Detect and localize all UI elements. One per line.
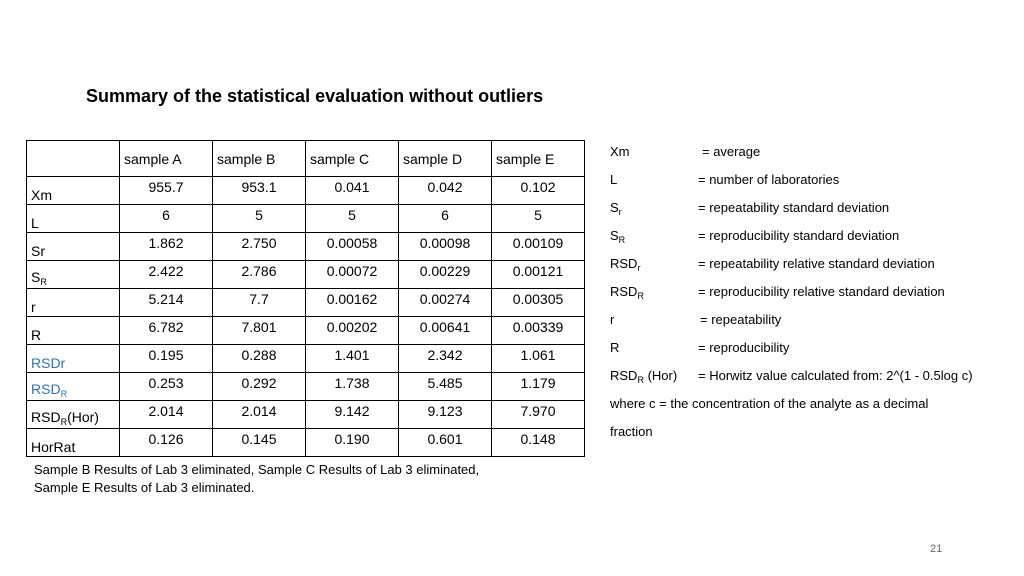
table-row: Xm 955.7 953.1 0.041 0.042 0.102	[26, 176, 585, 205]
legend-term: RSDr	[610, 256, 641, 273]
table-row: Sr 1.862 2.750 0.00058 0.00098 0.00109	[26, 232, 585, 261]
column-header: sample A	[119, 140, 213, 177]
table-cell: 0.148	[491, 428, 585, 457]
table-cell: 5	[305, 204, 399, 233]
table-cell: 0.00098	[398, 232, 492, 261]
legend-definition: = repeatability	[700, 312, 782, 327]
row-label: L	[26, 204, 120, 233]
column-header: sample D	[398, 140, 492, 177]
legend-term: SR	[610, 228, 626, 245]
table-cell: 5.485	[398, 372, 492, 401]
table-cell: 0.00162	[305, 288, 399, 317]
legend-definition: = reproducibility relative standard devi…	[698, 284, 945, 299]
legend-definition: = reproducibility standard deviation	[698, 228, 900, 243]
legend-definition: = average	[702, 144, 761, 159]
table-cell: 0.00121	[491, 260, 585, 289]
table-cell: 2.786	[212, 260, 306, 289]
table-cell: 0.145	[212, 428, 306, 457]
legend-term: r	[610, 312, 615, 327]
table-cell: 5	[491, 204, 585, 233]
table-row: RSDR 0.253 0.292 1.738 5.485 1.179	[26, 372, 585, 401]
table-cell: 0.00339	[491, 316, 585, 345]
table-cell: 9.123	[398, 400, 492, 429]
row-label: HorRat	[26, 428, 120, 457]
table-cell: 7.970	[491, 400, 585, 429]
table-cell: 0.00202	[305, 316, 399, 345]
legend-term: L	[610, 172, 618, 187]
table-cell: 0.00229	[398, 260, 492, 289]
column-header: sample E	[491, 140, 585, 177]
row-label: RSDR(Hor)	[26, 400, 120, 429]
legend-definition: = repeatability relative standard deviat…	[698, 256, 935, 271]
table-cell: 2.014	[119, 400, 213, 429]
table-cell: 6	[119, 204, 213, 233]
footnote: Sample B Results of Lab 3 eliminated, Sa…	[34, 462, 480, 495]
table-cell: 953.1	[212, 176, 306, 205]
table-cell: 1.179	[491, 372, 585, 401]
table-cell: 0.00109	[491, 232, 585, 261]
table-cell: 1.862	[119, 232, 213, 261]
table-cell: 1.401	[305, 344, 399, 373]
row-label: R	[26, 316, 120, 345]
table-header-row: sample A sample B sample C sample D samp…	[26, 140, 585, 177]
page-number: 21	[930, 543, 943, 555]
table-cell: 0.00274	[398, 288, 492, 317]
table-cell: 1.061	[491, 344, 585, 373]
column-header: sample C	[305, 140, 399, 177]
table-row: R 6.782 7.801 0.00202 0.00641 0.00339	[26, 316, 585, 345]
table-cell: 0.288	[212, 344, 306, 373]
table-cell: 6	[398, 204, 492, 233]
legend-definition: = number of laboratories	[698, 172, 840, 187]
table-cell: 5.214	[119, 288, 213, 317]
statistics-table: sample A sample B sample C sample D samp…	[26, 140, 585, 457]
table-cell: 7.801	[212, 316, 306, 345]
legend-term: RSDR	[610, 284, 644, 301]
legend-definition: = reproducibility	[698, 340, 790, 355]
row-label: Xm	[26, 176, 120, 205]
table-cell: 2.014	[212, 400, 306, 429]
row-label: RSDr	[26, 344, 120, 373]
table-cell: 0.00305	[491, 288, 585, 317]
row-label: SR	[26, 260, 120, 289]
table-cell: 0.195	[119, 344, 213, 373]
table-cell: 1.738	[305, 372, 399, 401]
slide-title: Summary of the statistical evaluation wi…	[86, 86, 544, 106]
table-cell: 0.601	[398, 428, 492, 457]
row-label: r	[26, 288, 120, 317]
legend-definition: = Horwitz value calculated from: 2^(1 - …	[698, 368, 973, 383]
legend-definition: = repeatability standard deviation	[698, 200, 890, 215]
table-cell: 0.253	[119, 372, 213, 401]
table-cell: 7.7	[212, 288, 306, 317]
table-cell: 955.7	[119, 176, 213, 205]
table-cell: 0.292	[212, 372, 306, 401]
table-cell: 0.042	[398, 176, 492, 205]
row-label: RSDR	[26, 372, 120, 401]
table-cell: 0.041	[305, 176, 399, 205]
table-cell: 0.102	[491, 176, 585, 205]
column-header: sample B	[212, 140, 306, 177]
table-cell: 9.142	[305, 400, 399, 429]
table-cell: 6.782	[119, 316, 213, 345]
table-row: r 5.214 7.7 0.00162 0.00274 0.00305	[26, 288, 585, 317]
legend-term: RSDR (Hor)	[610, 368, 678, 385]
table-cell: 2.342	[398, 344, 492, 373]
table-row: SR 2.422 2.786 0.00072 0.00229 0.00121	[26, 260, 585, 289]
table-row: HorRat 0.126 0.145 0.190 0.601 0.148	[26, 428, 585, 457]
table-cell: 0.190	[305, 428, 399, 457]
legend-term: R	[610, 340, 620, 355]
table-cell: 2.750	[212, 232, 306, 261]
table-cell: 0.00058	[305, 232, 399, 261]
table-corner-cell	[26, 140, 120, 177]
table-row: RSDr 0.195 0.288 1.401 2.342 1.061	[26, 344, 585, 373]
row-label: Sr	[26, 232, 120, 261]
table-row: RSDR(Hor) 2.014 2.014 9.142 9.123 7.970	[26, 400, 585, 429]
table-cell: 0.00641	[398, 316, 492, 345]
legend-term: Sr	[610, 200, 622, 217]
table-cell: 0.00072	[305, 260, 399, 289]
table-row: L 6 5 5 6 5	[26, 204, 585, 233]
table-cell: 2.422	[119, 260, 213, 289]
table-cell: 5	[212, 204, 306, 233]
table-cell: 0.126	[119, 428, 213, 457]
legend-term: Xm	[610, 144, 630, 159]
